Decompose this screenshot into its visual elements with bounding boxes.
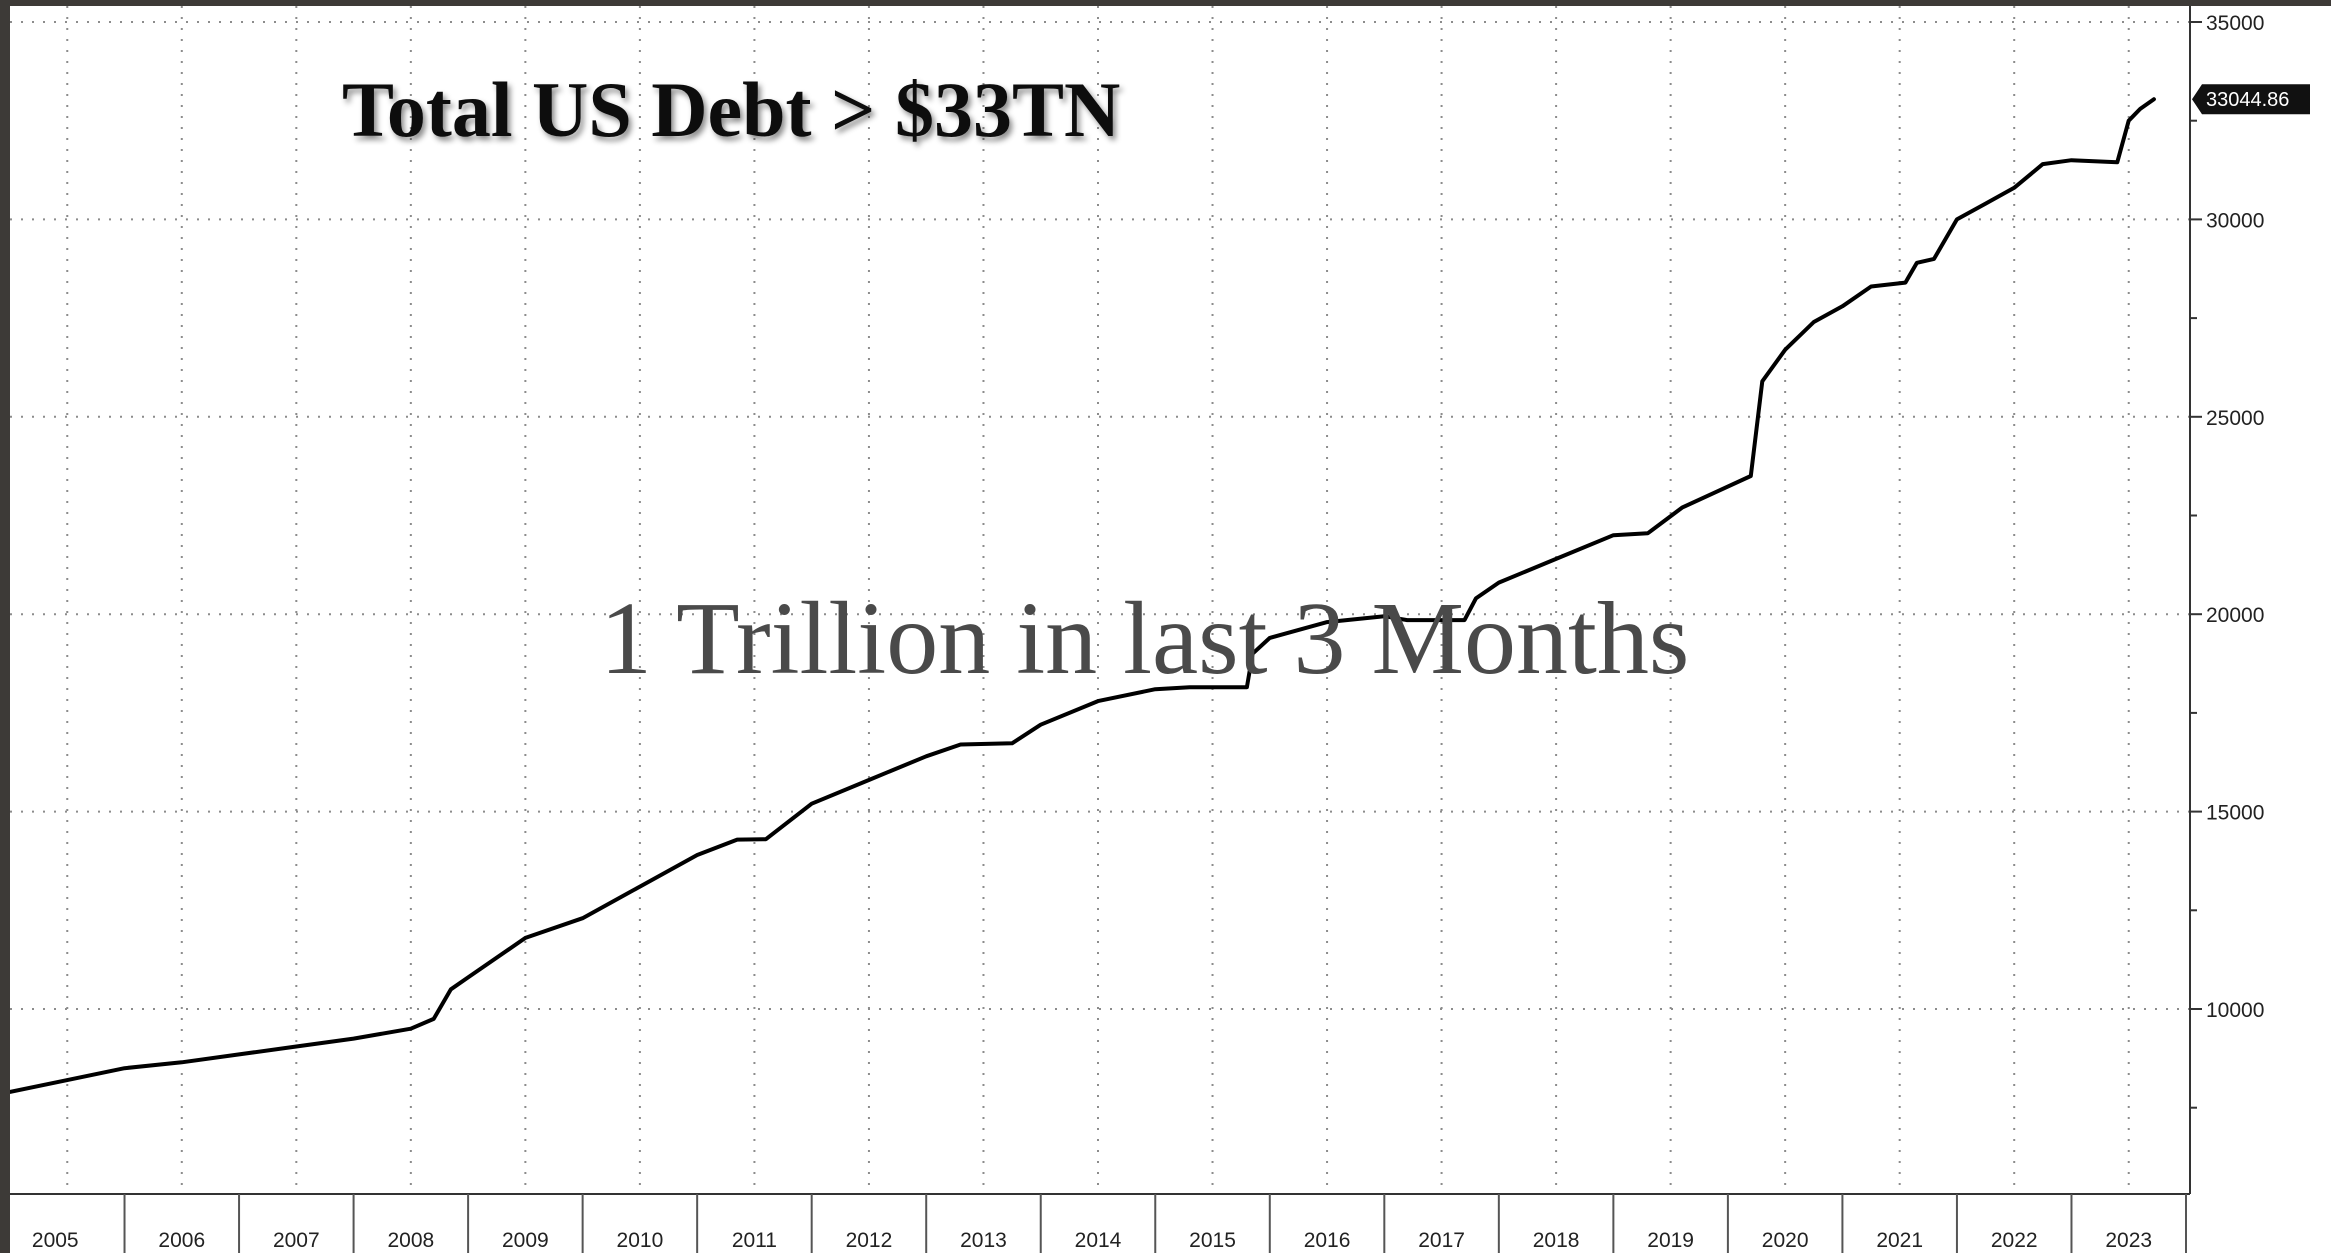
y-tick-label: 15000 xyxy=(2206,802,2264,825)
series-line-total-us-debt xyxy=(10,97,2156,1094)
y-tick-label: 20000 xyxy=(2206,604,2264,627)
x-axis: 2005 2006 2007 2008 2009 2010 2011 2012 2013 2014… xyxy=(10,1193,2190,1253)
y-tick-label: 10000 xyxy=(2206,999,2264,1022)
last-value-tag: 33044.86 xyxy=(2192,84,2310,115)
x-tick-label: 2018 xyxy=(1533,1229,1580,1252)
series-group xyxy=(10,97,2156,1094)
chart-title: Total US Debt > $33TN xyxy=(342,66,1120,153)
x-tick-label: 2010 xyxy=(617,1229,664,1252)
x-tick-label: 2013 xyxy=(960,1229,1007,1252)
x-tick-label: 2009 xyxy=(502,1229,549,1252)
x-tick-label: 2006 xyxy=(158,1229,205,1252)
x-tick-label: 2007 xyxy=(273,1229,320,1252)
last-value-label: 33044.86 xyxy=(2206,89,2289,111)
x-tick-label: 2005 xyxy=(32,1229,79,1252)
chart-annotation: 1 Trillion in last 3 Months xyxy=(600,581,1689,696)
y-tick-label: 25000 xyxy=(2206,407,2264,430)
x-tick-label: 2016 xyxy=(1304,1229,1351,1252)
x-tick-label: 2022 xyxy=(1991,1229,2038,1252)
x-tick-label: 2017 xyxy=(1418,1229,1465,1252)
last-value-box xyxy=(2192,84,2310,115)
x-tick-label: 2014 xyxy=(1075,1229,1122,1252)
x-tick-label: 2021 xyxy=(1876,1229,1923,1252)
grid-lines xyxy=(10,6,2190,1194)
x-tick-label: 2019 xyxy=(1647,1229,1694,1252)
y-tick-label: 35000 xyxy=(2206,12,2264,35)
x-tick-label: 2008 xyxy=(387,1229,434,1252)
x-tick-label: 2023 xyxy=(2105,1229,2152,1252)
chart-frame: 2005 2006 2007 2008 2009 2010 2011 2012 2013 2014… xyxy=(10,6,2331,1253)
x-tick-label: 2011 xyxy=(732,1229,777,1252)
x-tick-label: 2015 xyxy=(1189,1229,1236,1252)
y-tick-label: 30000 xyxy=(2206,209,2264,232)
x-tick-label: 2012 xyxy=(846,1229,893,1252)
y-axis: 10000 15000 20000 25000 30000 35000 33044.86 xyxy=(2189,6,2310,1194)
x-tick-label: 2020 xyxy=(1762,1229,1809,1252)
debt-line-chart: 2005 2006 2007 2008 2009 2010 2011 2012 2013 2014… xyxy=(10,6,2310,1253)
